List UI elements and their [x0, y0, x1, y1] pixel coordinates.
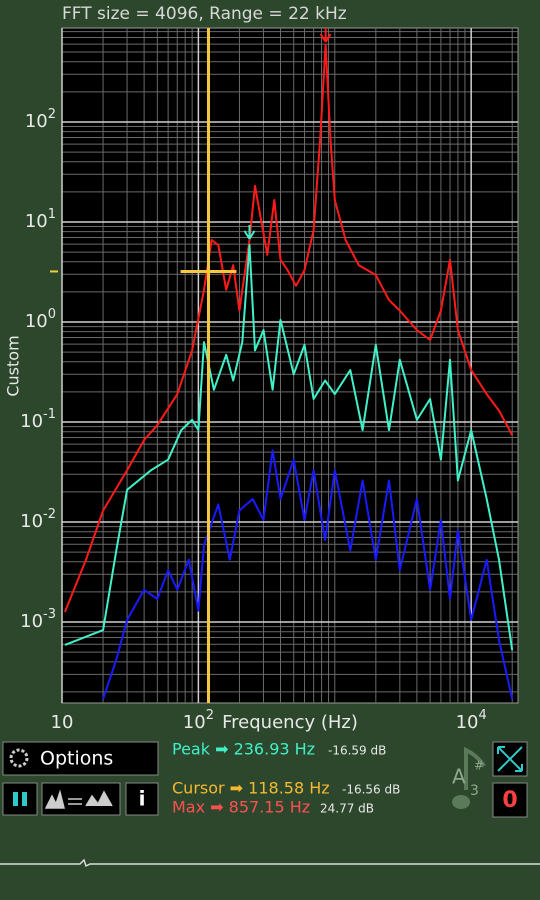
tick-exponent: -2: [43, 507, 56, 522]
options-label: Options: [40, 748, 113, 770]
tick-label: 10-2: [20, 507, 56, 533]
info-button[interactable]: [125, 782, 159, 816]
gear-icon: [9, 748, 29, 768]
tick-label: 104: [456, 708, 487, 734]
y-axis-label: Custom: [4, 335, 23, 396]
plot: [63, 28, 514, 703]
waveform: [0, 858, 540, 868]
spectrum-line: [102, 449, 514, 700]
peak-readout: Peak ➡ 236.93 Hz: [172, 740, 315, 759]
tick-label: 102: [25, 106, 56, 131]
options-button[interactable]: [2, 741, 159, 776]
pause-button[interactable]: [2, 782, 38, 816]
tick-exponent: 2: [206, 708, 214, 723]
reset-label: 0: [502, 788, 517, 813]
tick-label: 102: [183, 708, 214, 734]
info-label: i: [139, 787, 146, 811]
tick-label: 10-1: [20, 406, 56, 432]
tick-label: 101: [25, 206, 56, 232]
note-icon: [452, 795, 470, 809]
max-db: 24.77 dB: [320, 802, 374, 816]
x-axis-label: Frequency (Hz): [222, 712, 358, 733]
spectrum-line: [63, 43, 514, 613]
zoom-icon: [497, 746, 523, 772]
chart-title: FFT size = 4096, Range = 22 kHz: [62, 4, 347, 24]
tick-exponent: -3: [43, 607, 56, 622]
note-octave: 3: [470, 783, 479, 799]
cursor-readout: Cursor ➡ 118.58 Hz: [172, 779, 330, 798]
max-readout: Max ➡ 857.15 Hz: [172, 798, 310, 817]
peak-marker: [243, 224, 256, 240]
reset-button[interactable]: [492, 782, 528, 818]
pause-icon: [22, 792, 27, 806]
tick-exponent: 1: [48, 206, 56, 221]
spectrum-line: [64, 243, 514, 651]
peak-db: -16.59 dB: [328, 744, 386, 758]
peak-marker: [319, 28, 332, 43]
tick-exponent: 0: [48, 306, 56, 321]
tick-exponent: 2: [48, 106, 56, 121]
grid: [61, 28, 518, 703]
note-name: A: [452, 765, 466, 789]
tick-exponent: -1: [43, 406, 56, 421]
plot-area: [61, 27, 519, 704]
note-icon: [464, 746, 486, 790]
cursor-db: -16.56 dB: [342, 783, 400, 797]
note-accidental: #: [474, 759, 484, 773]
tick-label: 100: [25, 306, 56, 332]
tick-label: 10: [51, 712, 74, 733]
tick-exponent: 4: [478, 708, 486, 723]
pause-icon: [13, 792, 18, 806]
mode-icon: [44, 789, 113, 809]
tick-label: 10-3: [20, 607, 56, 633]
